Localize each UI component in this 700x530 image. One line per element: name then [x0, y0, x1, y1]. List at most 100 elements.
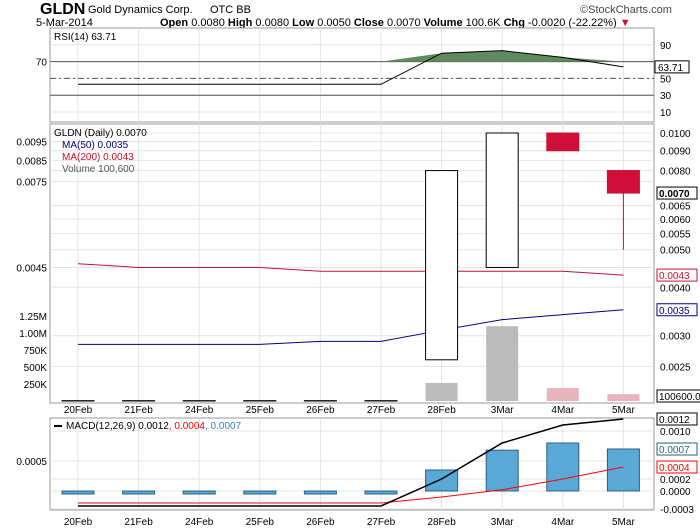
macd-histogram-bar — [364, 490, 398, 495]
down-arrow-icon: ▼ — [619, 17, 631, 29]
volume-bar — [546, 388, 579, 401]
date-label: 26Feb — [306, 517, 335, 528]
macd-histogram-bar — [425, 469, 459, 492]
ma200-tag — [656, 268, 698, 282]
close-tag — [656, 186, 698, 200]
volume-tick: 500K — [24, 363, 48, 374]
volume-tick: 250K — [24, 380, 48, 391]
volume-label: Volume — [423, 17, 463, 29]
macd-histogram-bar — [182, 490, 216, 495]
chg-label: Chg — [503, 17, 525, 29]
volume-bar — [486, 326, 519, 401]
copyright: ©StockCharts.com — [580, 4, 672, 16]
date-label: 25Feb — [246, 517, 275, 528]
price-tick: 0.0075 — [16, 177, 47, 188]
volume-tag-text: 100600.00 — [659, 392, 700, 403]
close-tag-text: 0.0070 — [659, 189, 690, 200]
price-legend: GLDN (Daily) 0.0070 — [54, 128, 147, 139]
rsi-tick: 90 — [660, 41, 672, 52]
date-label: 21Feb — [124, 405, 153, 416]
macd-tick: 0.0000 — [660, 487, 691, 498]
macd-legend-group: MACD(12,26,9) 0.0012, 0.0004, 0.0007 — [66, 421, 242, 432]
date-label: 20Feb — [64, 405, 93, 416]
date-label: 27Feb — [367, 517, 396, 528]
price-tick: 0.0025 — [660, 362, 691, 373]
rsi-tick: 10 — [660, 108, 672, 119]
macd-tick: 0.0002 — [660, 475, 691, 486]
macd-histogram-bar — [303, 490, 337, 495]
price-tick: 0.0030 — [660, 332, 691, 343]
high-value: 0.0080 — [255, 17, 290, 29]
date-label: 28Feb — [427, 405, 456, 416]
candle-body — [546, 132, 580, 152]
volume-tick: 1.25M — [19, 312, 47, 323]
symbol: GLDN — [40, 1, 86, 18]
price-tick: 0.0045 — [16, 263, 47, 274]
date-label: 5Mar — [612, 517, 635, 528]
candle-body — [606, 170, 640, 194]
date-label: 25Feb — [246, 405, 275, 416]
macd-histogram-bar — [243, 490, 277, 495]
macd-histogram-bar — [485, 449, 519, 492]
price-tick: 0.0040 — [660, 283, 691, 294]
macd-histogram-bar — [606, 448, 640, 492]
ma50-tag-text: 0.0035 — [659, 306, 690, 317]
rsi-tick: 70 — [36, 58, 48, 69]
quote-date: 5-Mar-2014 — [36, 17, 93, 29]
company-name: Gold Dynamics Corp. — [88, 4, 193, 16]
open-value: 0.0080 — [191, 17, 225, 29]
signal-tag — [656, 460, 698, 474]
date-label: 4Mar — [551, 517, 574, 528]
date-label: 4Mar — [551, 405, 574, 416]
macd-tick: 0.0010 — [660, 427, 691, 438]
ma200-line — [77, 263, 624, 276]
price-tick: 0.0050 — [660, 246, 691, 257]
macd-legend: MACD(12,26,9) 0.0012 — [66, 421, 169, 432]
exchange: OTC BB — [210, 4, 251, 16]
price-tick: 0.0100 — [660, 129, 691, 140]
macd-tick: -0.0003 — [660, 505, 694, 516]
open-label: Open — [160, 17, 189, 29]
date-label: 21Feb — [124, 517, 153, 528]
volume-bar — [607, 394, 640, 401]
date-label: 20Feb — [64, 517, 93, 528]
price-tick: 0.0085 — [16, 156, 47, 167]
histogram-tag — [656, 442, 698, 456]
macd-tag — [656, 412, 698, 426]
rsi-line — [78, 50, 624, 85]
rsi-tick: 50 — [660, 74, 672, 85]
volume-legend: Volume 100,600 — [62, 164, 135, 175]
date-label: 5Mar — [612, 405, 635, 416]
low-value: 0.0050 — [317, 17, 351, 29]
price-tick: 0.0065 — [660, 202, 691, 213]
close-value: 0.0070 — [386, 17, 421, 29]
rsi-tag — [654, 60, 690, 74]
rsi-tick: 30 — [660, 91, 672, 102]
macd-line — [78, 418, 624, 507]
rsi-tag-text: 63.71 — [658, 63, 683, 74]
high-label: High — [227, 17, 253, 29]
ma50-line — [78, 309, 624, 345]
date-label: 27Feb — [367, 405, 396, 416]
price-tick: 0.0090 — [660, 147, 691, 158]
close-label: Close — [353, 17, 384, 29]
date-label: 24Feb — [185, 517, 214, 528]
ma200-tag-text: 0.0043 — [659, 271, 690, 282]
price-tick: 0.0060 — [660, 215, 691, 226]
low-label: Low — [292, 17, 315, 29]
histogram-tag-text: 0.0007 — [659, 445, 690, 456]
panel-rsi — [49, 27, 655, 123]
price-tick: 0.0080 — [660, 167, 691, 178]
macd-legend-swatch — [54, 425, 62, 427]
price-tick: 0.0055 — [660, 230, 691, 241]
macd-tick: 0.0005 — [16, 457, 47, 468]
date-label: 24Feb — [185, 405, 214, 416]
macd-histogram-bar — [122, 490, 156, 495]
candle-body — [485, 132, 519, 268]
date-label: 26Feb — [306, 405, 335, 416]
volume-value: 100.6K — [465, 17, 501, 29]
signal-legend: , 0.0004 — [169, 421, 206, 432]
date-label: 3Mar — [491, 517, 514, 528]
volume-tag — [656, 389, 700, 403]
